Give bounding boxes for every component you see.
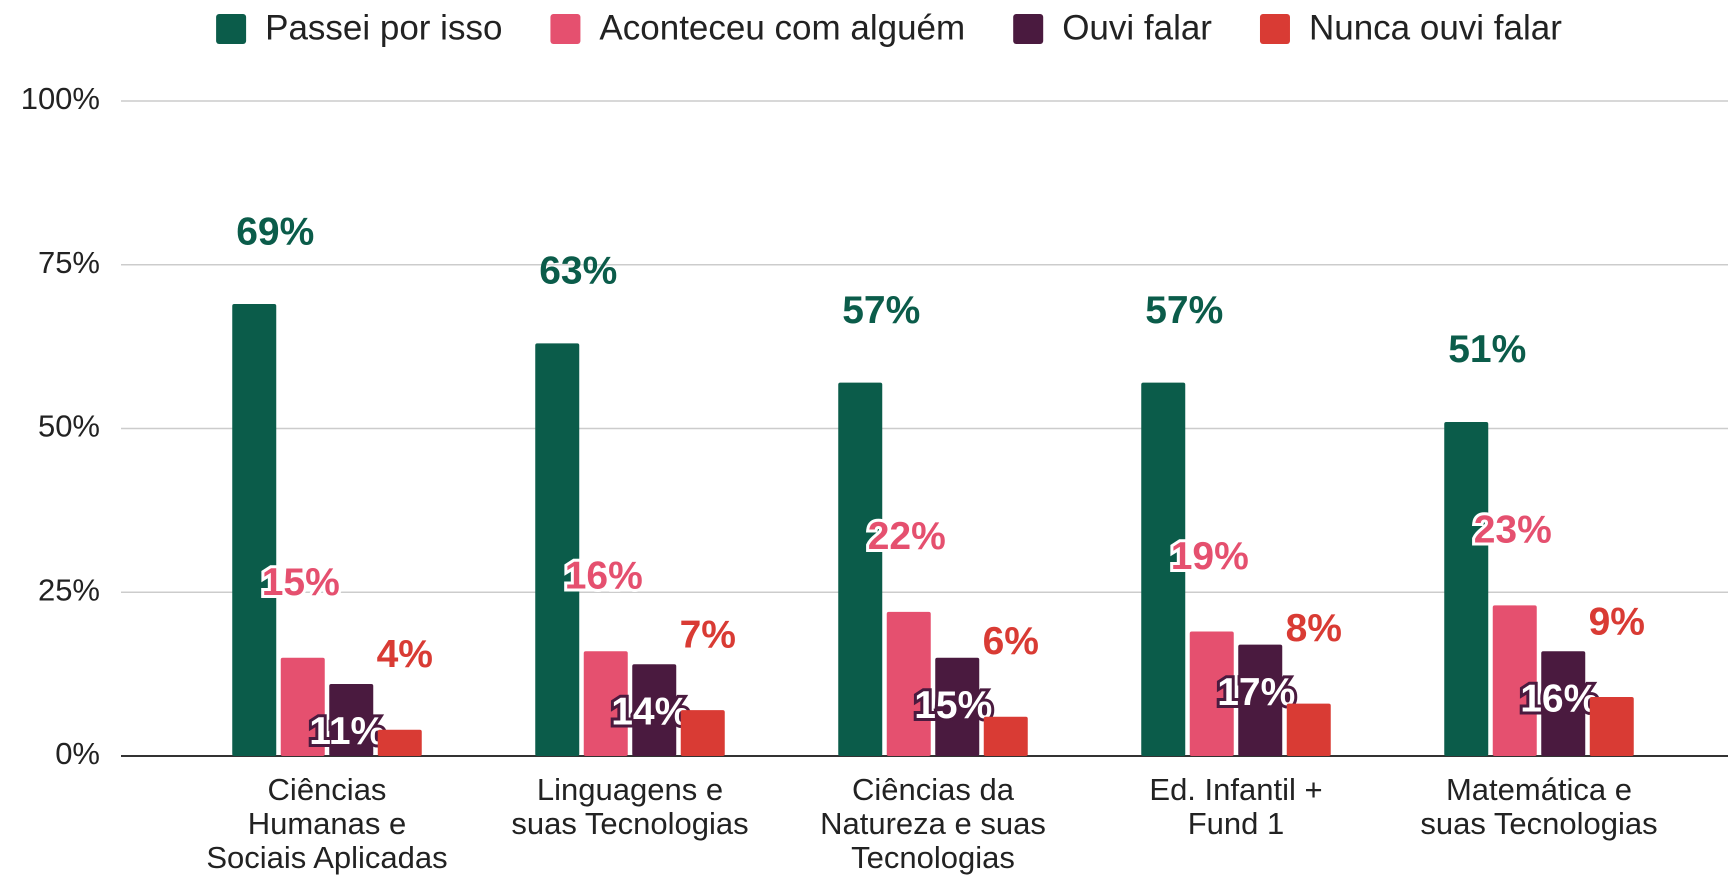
x-tick-label: Matemática e bbox=[1446, 772, 1632, 807]
data-label: 8% bbox=[1286, 607, 1342, 650]
bar bbox=[377, 729, 422, 756]
bar bbox=[1589, 697, 1634, 756]
x-tick-label: Ciências bbox=[268, 772, 387, 807]
x-tick-label: Ciências da bbox=[852, 772, 1015, 807]
x-tick-label: Humanas e bbox=[248, 806, 407, 841]
data-label: 9% bbox=[1589, 600, 1645, 643]
bar bbox=[535, 343, 580, 756]
bar bbox=[1541, 651, 1586, 756]
bar bbox=[583, 651, 628, 756]
x-tick-label: Fund 1 bbox=[1188, 806, 1285, 841]
bar bbox=[232, 304, 277, 756]
data-label: 51% bbox=[1448, 328, 1526, 371]
x-tick-label: Tecnologias bbox=[851, 840, 1015, 875]
bar bbox=[632, 664, 677, 756]
data-label: 6% bbox=[983, 620, 1039, 663]
bar bbox=[1141, 382, 1186, 756]
x-tick-label: Ed. Infantil + bbox=[1149, 772, 1322, 807]
data-label: 16% bbox=[565, 554, 643, 597]
legend-label: Ouvi falar bbox=[1062, 8, 1212, 47]
bar bbox=[1238, 644, 1283, 756]
legend-label: Passei por isso bbox=[265, 8, 502, 47]
data-label: 17% bbox=[1217, 671, 1295, 714]
data-label: 4% bbox=[377, 633, 433, 676]
y-tick-label: 100% bbox=[21, 81, 100, 116]
bar bbox=[1286, 703, 1331, 756]
data-label: 15% bbox=[262, 561, 340, 604]
data-label: 22% bbox=[868, 515, 946, 558]
bar bbox=[680, 710, 725, 756]
data-label: 14% bbox=[611, 691, 689, 734]
x-tick-label: Sociais Aplicadas bbox=[206, 840, 447, 875]
x-tick-label: suas Tecnologias bbox=[1420, 806, 1657, 841]
data-label: 7% bbox=[680, 613, 736, 656]
y-tick-label: 25% bbox=[38, 572, 100, 607]
bar bbox=[886, 611, 931, 756]
legend-swatch bbox=[216, 14, 247, 44]
legend-swatch bbox=[1013, 14, 1044, 44]
data-label: 16% bbox=[1520, 677, 1598, 720]
x-tick-label: Linguagens e bbox=[537, 772, 723, 807]
legend-swatch bbox=[1259, 14, 1290, 44]
data-label: 23% bbox=[1474, 509, 1552, 552]
bar bbox=[838, 382, 883, 756]
data-label: 19% bbox=[1171, 535, 1249, 578]
x-tick-label: suas Tecnologias bbox=[511, 806, 748, 841]
legend-label: Aconteceu com alguém bbox=[599, 8, 965, 47]
y-tick-label: 75% bbox=[38, 245, 100, 280]
data-label: 57% bbox=[842, 289, 920, 332]
bar bbox=[280, 657, 325, 756]
legend-label: Nunca ouvi falar bbox=[1309, 8, 1562, 47]
bar bbox=[329, 683, 374, 756]
x-tick-label: Natureza e suas bbox=[820, 806, 1046, 841]
data-label: 11% bbox=[309, 710, 385, 753]
y-tick-label: 0% bbox=[55, 736, 100, 771]
bar bbox=[1492, 605, 1537, 756]
y-tick-label: 50% bbox=[38, 409, 100, 444]
bar bbox=[983, 716, 1028, 756]
data-label: 69% bbox=[236, 210, 314, 253]
data-label: 63% bbox=[539, 250, 617, 293]
bar bbox=[935, 657, 980, 756]
data-label: 57% bbox=[1145, 289, 1223, 332]
bar bbox=[1189, 631, 1234, 756]
legend-swatch bbox=[550, 14, 581, 44]
bar bbox=[1444, 421, 1489, 756]
data-label: 15% bbox=[914, 684, 992, 727]
